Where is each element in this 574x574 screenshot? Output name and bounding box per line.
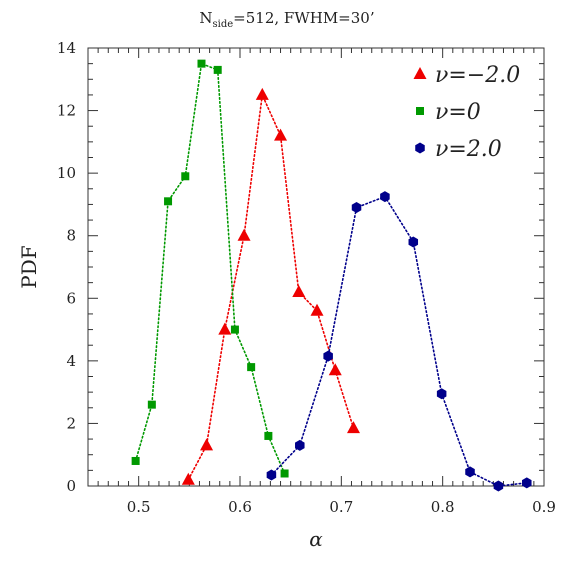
- legend-marker: [413, 67, 427, 79]
- legend-label: ν=0: [435, 100, 481, 125]
- chart-title: Nside=512, FWHM=30’: [199, 9, 374, 30]
- y-tick-label: 8: [66, 227, 76, 245]
- legend-item: ν=2.0: [415, 137, 502, 162]
- data-point: [465, 466, 475, 478]
- y-axis-label: PDF: [17, 245, 41, 288]
- data-point: [213, 65, 222, 74]
- x-tick-label: 0.8: [431, 498, 455, 516]
- data-point: [310, 303, 324, 316]
- x-tick-label: 0.7: [329, 498, 353, 516]
- legend-label: ν=2.0: [435, 137, 502, 162]
- axes: 0.5 0.6 0.7 0.8 0.9 0 2 4 6 8 10 12 14: [57, 39, 556, 516]
- title-main: N: [199, 9, 212, 27]
- x-tick-label: 0.9: [532, 498, 556, 516]
- data-point: [255, 87, 269, 100]
- data-point: [493, 480, 504, 492]
- data-point: [380, 191, 390, 203]
- data-point: [181, 172, 190, 181]
- y-tick-label: 10: [57, 164, 76, 182]
- y-tick-label: 2: [66, 414, 76, 432]
- data-point: [295, 439, 305, 451]
- title-rest: =512, FWHM=30’: [233, 9, 374, 27]
- data-point: [436, 388, 447, 400]
- y-tick-label: 4: [66, 352, 76, 370]
- data-point: [147, 400, 156, 409]
- series-3: [266, 191, 532, 492]
- legend-marker: [416, 107, 424, 115]
- data-point: [237, 228, 251, 241]
- series-line: [270, 195, 528, 487]
- data-point: [164, 197, 173, 206]
- series-line: [187, 92, 355, 481]
- y-tick-label: 12: [57, 102, 76, 120]
- data-point: [346, 421, 360, 434]
- legend: ν=−2.0 ν=0 ν=2.0: [413, 63, 520, 162]
- legend-item: ν=0: [416, 100, 481, 125]
- data-point: [131, 456, 140, 465]
- y-tick-label: 6: [66, 289, 76, 307]
- legend-label: ν=−2.0: [435, 63, 520, 88]
- data-point: [323, 350, 333, 362]
- data-point: [292, 285, 306, 298]
- data-point: [274, 128, 288, 141]
- y-tick-label: 0: [66, 477, 76, 495]
- data-point: [181, 472, 195, 485]
- x-axis-label: α: [309, 527, 323, 551]
- data-point: [328, 363, 342, 376]
- x-tick-label: 0.6: [228, 498, 252, 516]
- legend-marker: [415, 142, 425, 154]
- series-2: [131, 59, 289, 478]
- legend-item: ν=−2.0: [413, 63, 520, 88]
- data-point: [280, 469, 289, 478]
- title-subscript: side: [213, 19, 234, 30]
- data-point: [247, 363, 256, 372]
- data-point: [218, 322, 232, 335]
- data-point: [522, 477, 532, 489]
- data-point: [351, 202, 362, 214]
- data-point: [266, 469, 277, 481]
- series-1: [181, 87, 360, 485]
- series-line: [134, 62, 286, 475]
- series-layer: [131, 59, 532, 492]
- data-point: [264, 431, 273, 440]
- data-point: [197, 59, 206, 68]
- data-point: [230, 325, 239, 334]
- x-tick-label: 0.5: [127, 498, 151, 516]
- y-tick-label: 14: [57, 39, 76, 57]
- data-point: [408, 236, 419, 248]
- data-point: [200, 438, 214, 451]
